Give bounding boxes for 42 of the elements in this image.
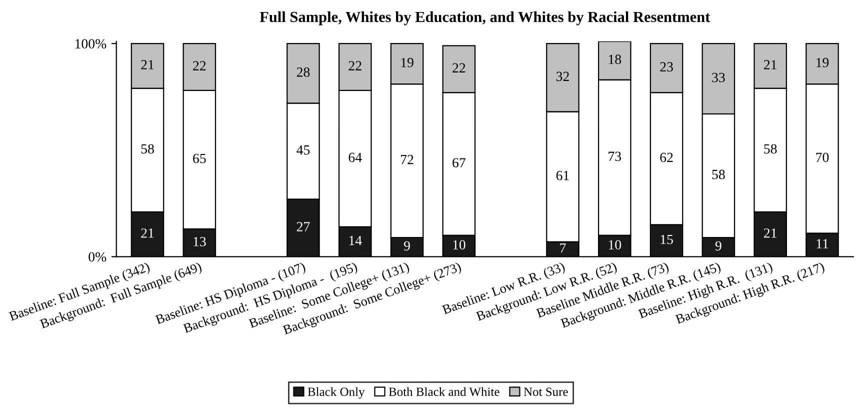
data-label: 58 <box>712 170 725 180</box>
data-label: 10 <box>608 240 622 250</box>
data-label: 65 <box>193 154 206 164</box>
data-label: 58 <box>141 144 154 154</box>
chart-title: Full Sample, Whites by Education, and Whites by Racial Resentment <box>260 11 710 26</box>
data-label: 19 <box>401 58 414 68</box>
data-label: 61 <box>556 170 569 180</box>
data-label: 21 <box>764 60 776 70</box>
legend-label: Both Black and White <box>388 387 500 396</box>
data-label: 21 <box>141 228 154 238</box>
data-label: 14 <box>349 236 362 246</box>
data-label: 73 <box>608 152 622 162</box>
data-label: 62 <box>660 152 673 162</box>
data-label: 21 <box>764 228 776 238</box>
legend-label: Not Sure <box>524 388 568 396</box>
data-label: 18 <box>608 54 622 64</box>
data-label: 64 <box>348 152 362 162</box>
data-label: 67 <box>452 158 466 168</box>
data-label: 28 <box>296 67 310 77</box>
data-label: 19 <box>816 58 829 68</box>
data-label: 33 <box>712 72 725 82</box>
data-label: 22 <box>193 61 206 70</box>
data-label: 10 <box>453 240 466 250</box>
data-label: 22 <box>452 63 466 72</box>
data-label: 22 <box>348 61 362 70</box>
data-label: 13 <box>194 236 206 246</box>
data-label: 9 <box>404 241 410 251</box>
y-tick-label: 0% <box>88 252 106 262</box>
data-label: 58 <box>764 144 777 154</box>
data-label: 15 <box>660 234 673 244</box>
data-label: 7 <box>560 243 566 253</box>
data-label: 45 <box>296 145 310 155</box>
data-label: 9 <box>715 241 722 251</box>
data-label: 21 <box>141 60 154 70</box>
data-label: 72 <box>400 154 414 164</box>
y-tick-label: 100% <box>75 39 106 49</box>
data-label: 23 <box>660 62 673 72</box>
data-label: 32 <box>556 72 569 82</box>
data-label: 70 <box>816 152 829 162</box>
data-label: 11 <box>816 239 828 248</box>
legend-label: Black Only <box>308 387 365 399</box>
data-label: 27 <box>296 222 310 232</box>
